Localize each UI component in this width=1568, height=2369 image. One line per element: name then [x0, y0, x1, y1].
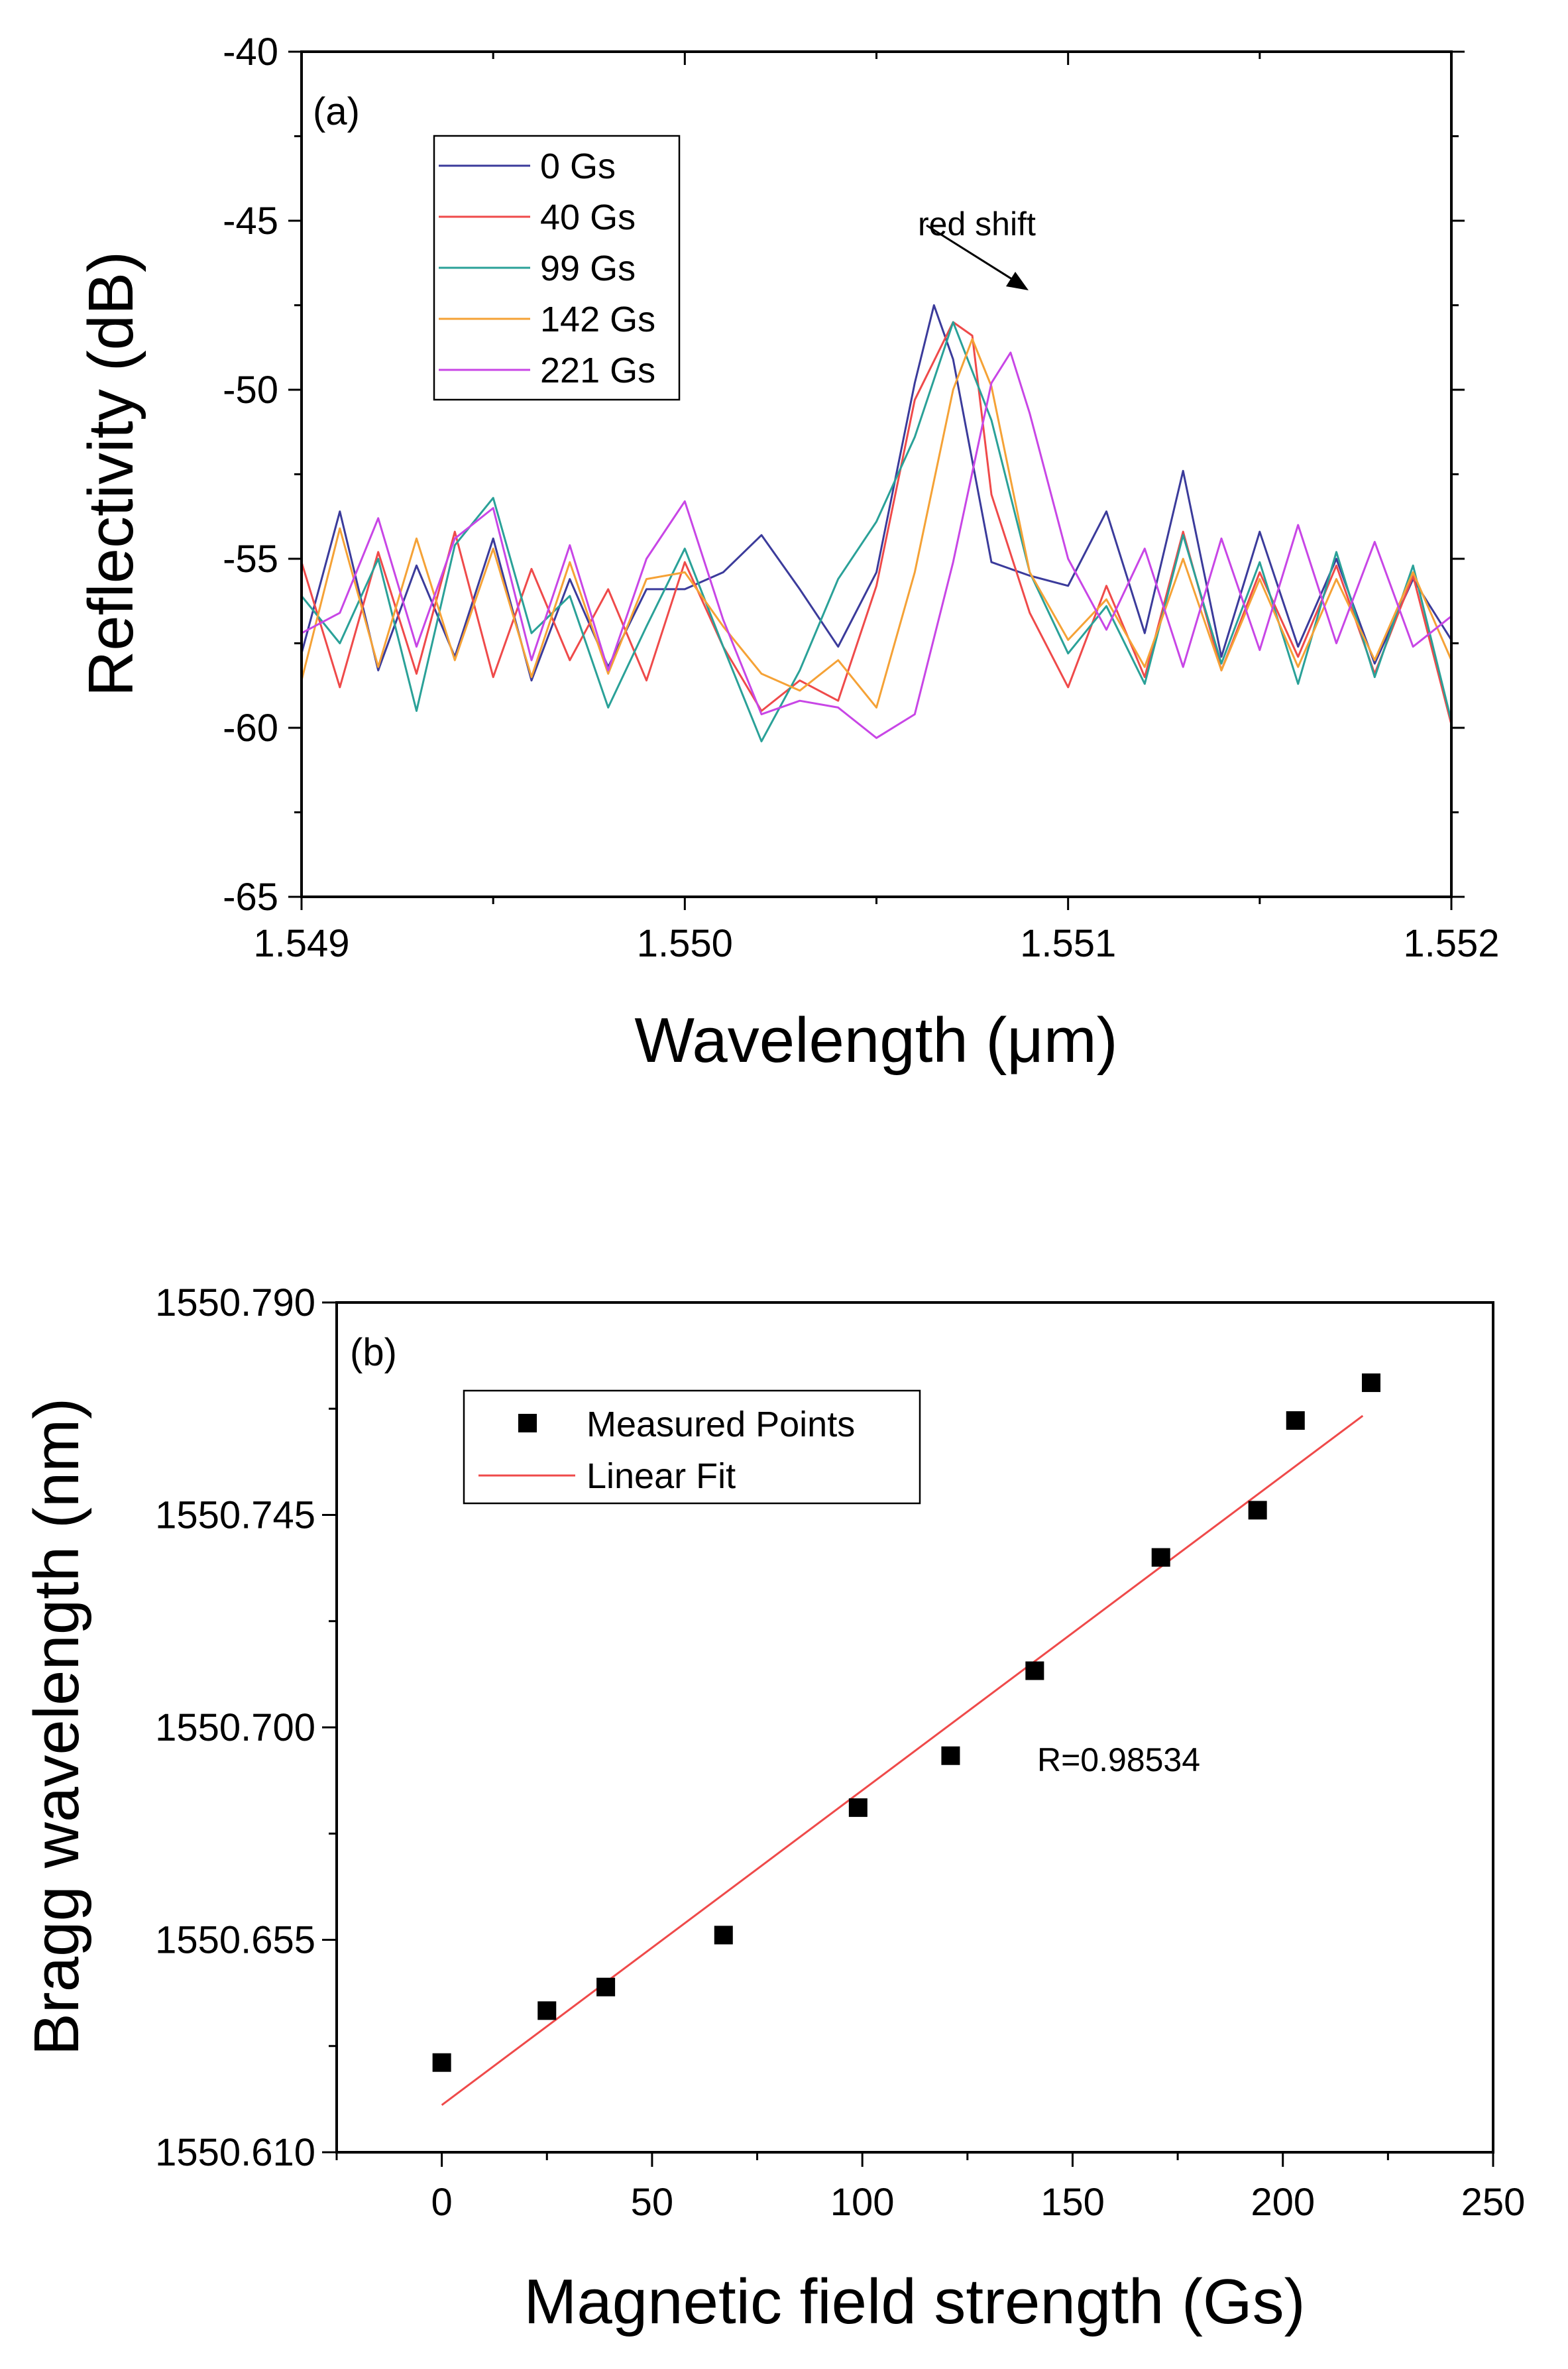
chart-a-series-line-1	[300, 321, 1453, 725]
chart-b-point-1	[537, 2001, 557, 2020]
chart-a: 1.549 1.550 1.551 1.552 -65 -60 -55 -50 -45 -40 (…	[76, 30, 1500, 1076]
chart-a-y-tick-label: -65	[223, 876, 278, 919]
chart-a-annotation-group: red shift	[918, 205, 1036, 290]
chart-b-fit-segment	[441, 1415, 1364, 2106]
chart-b-point-9	[1286, 1411, 1305, 1430]
chart-a-x-tick-label: 1.551	[1020, 922, 1116, 965]
chart-a-legend-label-2: 99 Gs	[540, 249, 636, 288]
chart-b-point-8	[1248, 1501, 1267, 1520]
chart-b-y-tick-label: 1550.790	[155, 1281, 315, 1324]
chart-a-legend: 0 Gs 40 Gs 99 Gs 142 Gs 221 Gs	[433, 135, 681, 401]
chart-b-panel-label: (b)	[350, 1331, 397, 1374]
chart-b-x-tick-label: 200	[1251, 2181, 1315, 2224]
chart-b-y-tick-label: 1550.745	[155, 1494, 315, 1537]
chart-b-fit-line	[441, 1415, 1364, 2106]
chart-b-x-tick-label: 150	[1040, 2181, 1105, 2224]
chart-a-ticks: 1.549 1.550 1.551 1.552 -65 -60 -55 -50 -45 -40	[223, 30, 1499, 965]
chart-a-legend-label-3: 142 Gs	[540, 300, 655, 339]
chart-b-legend-label-points: Measured Points	[587, 1405, 855, 1444]
chart-a-series-line-3	[300, 338, 1453, 709]
chart-a-y-tick-label: -55	[223, 538, 278, 581]
chart-b-x-tick-label: 100	[830, 2181, 895, 2224]
chart-b-ticks: 0 50 100 150 200 250 1550.610 1550.655 1550.700 1…	[155, 1281, 1525, 2224]
chart-a-y-tick-label: -40	[223, 30, 278, 74]
chart-b-x-tick-label: 50	[631, 2181, 674, 2224]
chart-b-x-axis-title: Magnetic field strength (Gs)	[524, 2266, 1305, 2337]
chart-a-legend-label-4: 221 Gs	[540, 351, 655, 390]
chart-b-y-tick-label: 1550.655	[155, 1919, 315, 1962]
chart-a-y-axis-title: Reflectivity (dB)	[76, 251, 146, 697]
chart-a-x-tick-label: 1.552	[1403, 922, 1499, 965]
chart-a-series-lines	[300, 304, 1453, 742]
chart-b-y-axis-title: Bragg wavelength (nm)	[21, 1398, 92, 2055]
chart-a-panel-label: (a)	[313, 90, 360, 133]
chart-b-point-2	[596, 1977, 616, 1996]
chart-b-point-4	[848, 1798, 868, 1818]
chart-b-point-6	[1025, 1661, 1044, 1680]
chart-b-point-3	[714, 1926, 733, 1945]
chart-a-legend-label-0: 0 Gs	[540, 146, 616, 186]
chart-b-legend-label-fit: Linear Fit	[587, 1456, 736, 1496]
red-shift-arrow-line	[926, 224, 1020, 285]
chart-a-x-axis-title: Wavelength (μm)	[634, 1005, 1117, 1076]
chart-b: 0 50 100 150 200 250 1550.610 1550.655 1550.700 1…	[21, 1281, 1525, 2337]
chart-b-annotation: R=0.98534	[1037, 1741, 1200, 1778]
chart-b-y-tick-label: 1550.610	[155, 2131, 315, 2174]
chart-a-x-tick-label: 1.549	[253, 922, 349, 965]
chart-a-series-line-4	[301, 351, 1452, 739]
chart-b-legend-box	[463, 1389, 921, 1505]
chart-b-legend-swatch-points	[518, 1414, 537, 1432]
chart-b-point-10	[1361, 1373, 1380, 1393]
chart-b-points	[432, 1373, 1380, 2072]
chart-b-x-tick-label: 250	[1461, 2181, 1526, 2224]
chart-a-x-tick-label: 1.550	[637, 922, 733, 965]
chart-b-x-tick-label: 0	[431, 2181, 453, 2224]
chart-a-legend-items: 0 Gs 40 Gs 99 Gs 142 Gs 221 Gs	[439, 146, 655, 390]
red-shift-arrow-head-icon	[1006, 272, 1029, 290]
chart-b-y-tick-label: 1550.700	[155, 1706, 315, 1749]
chart-a-series-line-2	[300, 321, 1453, 742]
chart-b-point-0	[432, 2053, 451, 2072]
chart-a-y-tick-label: -50	[223, 369, 278, 412]
chart-a-y-tick-label: -45	[223, 200, 278, 243]
chart-a-annotation: red shift	[918, 205, 1036, 243]
chart-b-point-7	[1151, 1548, 1170, 1567]
chart-a-y-tick-label: -60	[223, 707, 278, 750]
chart-a-legend-label-1: 40 Gs	[540, 198, 636, 237]
chart-b-legend: Measured Points Linear Fit	[463, 1389, 921, 1505]
chart-b-point-5	[941, 1746, 960, 1765]
